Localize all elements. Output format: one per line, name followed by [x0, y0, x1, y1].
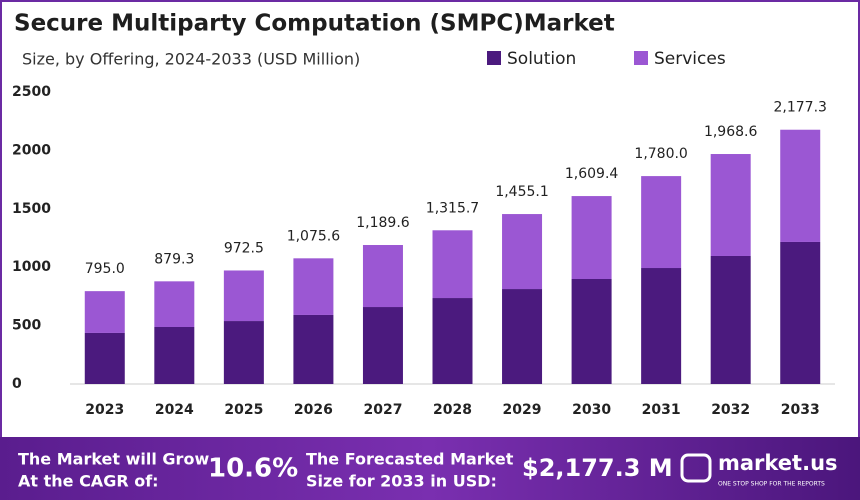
y-tick-label: 2500	[12, 84, 51, 100]
total-label: 1,075.6	[287, 228, 341, 244]
cagr-value: 10.6%	[208, 454, 298, 484]
y-tick-label: 500	[12, 318, 41, 334]
total-label: 1,189.6	[356, 215, 410, 231]
total-label: 879.3	[154, 251, 194, 267]
bar-segment	[154, 281, 195, 328]
bar-segment	[571, 278, 612, 384]
total-label: 1,780.0	[634, 146, 687, 162]
bar-segment	[84, 332, 125, 384]
forecast-value: $2,177.3 M	[522, 454, 673, 482]
bar-segment	[223, 270, 264, 322]
total-label: 1,455.1	[495, 184, 548, 200]
total-label: 2,177.3	[774, 100, 827, 116]
bar-segment	[710, 154, 751, 256]
legend-swatch	[487, 51, 501, 65]
total-label: 972.5	[224, 240, 264, 256]
total-label: 795.0	[85, 261, 125, 277]
total-label: 1,968.6	[704, 124, 758, 140]
x-tick-label: 2031	[642, 402, 681, 418]
y-tick-label: 2000	[12, 142, 51, 158]
bar-segment	[432, 230, 473, 299]
legend-swatch	[634, 51, 648, 65]
bar-segment	[641, 268, 682, 384]
tagline: ONE STOP SHOP FOR THE REPORTS	[718, 481, 825, 488]
bar-segment	[432, 298, 473, 384]
bar-segment	[780, 129, 821, 242]
chart-title: Secure Multiparty Computation (SMPC)Mark…	[14, 11, 615, 37]
y-tick-label: 1000	[12, 259, 51, 275]
y-tick-label: 1500	[12, 201, 51, 217]
brand-logo	[680, 453, 712, 483]
bar-segment	[502, 289, 543, 384]
x-tick-label: 2023	[85, 402, 124, 418]
x-tick-label: 2033	[781, 402, 820, 418]
brand: market.us	[718, 451, 838, 475]
x-tick-label: 2027	[363, 402, 402, 418]
total-label: 1,609.4	[565, 166, 619, 182]
footer-band	[0, 437, 860, 500]
bar-segment	[780, 241, 821, 384]
footer: The Market will Grow At the CAGR of: 10.…	[18, 450, 838, 491]
bar-segment	[571, 196, 612, 279]
bar-segment	[293, 314, 334, 384]
x-tick-label: 2030	[572, 402, 611, 418]
bar-segment	[223, 321, 264, 384]
x-tick-label: 2028	[433, 402, 472, 418]
x-tick-label: 2025	[224, 402, 263, 418]
x-tick-label: 2024	[155, 402, 194, 418]
x-tick-label: 2029	[503, 402, 542, 418]
bar-segment	[154, 327, 195, 384]
bar-segment	[362, 245, 403, 308]
y-tick-label: 0	[12, 376, 22, 392]
bar-segment	[710, 255, 751, 384]
total-label: 1,315.7	[426, 200, 479, 216]
bar-segment	[641, 176, 682, 269]
bar-segment	[293, 258, 334, 315]
cagr-text: At the CAGR of:	[18, 472, 159, 491]
legend-label: Services	[654, 49, 726, 69]
bar-segment	[362, 307, 403, 384]
forecast-text: Size for 2033 in USD:	[306, 472, 497, 491]
cagr-text: The Market will Grow	[18, 450, 209, 469]
bar-segment	[84, 291, 125, 333]
bar-segment	[502, 214, 543, 290]
x-tick-label: 2032	[711, 402, 750, 418]
x-tick-label: 2026	[294, 402, 333, 418]
chart-subtitle: Size, by Offering, 2024-2033 (USD Millio…	[22, 50, 360, 69]
forecast-text: The Forecasted Market	[306, 450, 514, 469]
legend-label: Solution	[507, 49, 576, 69]
